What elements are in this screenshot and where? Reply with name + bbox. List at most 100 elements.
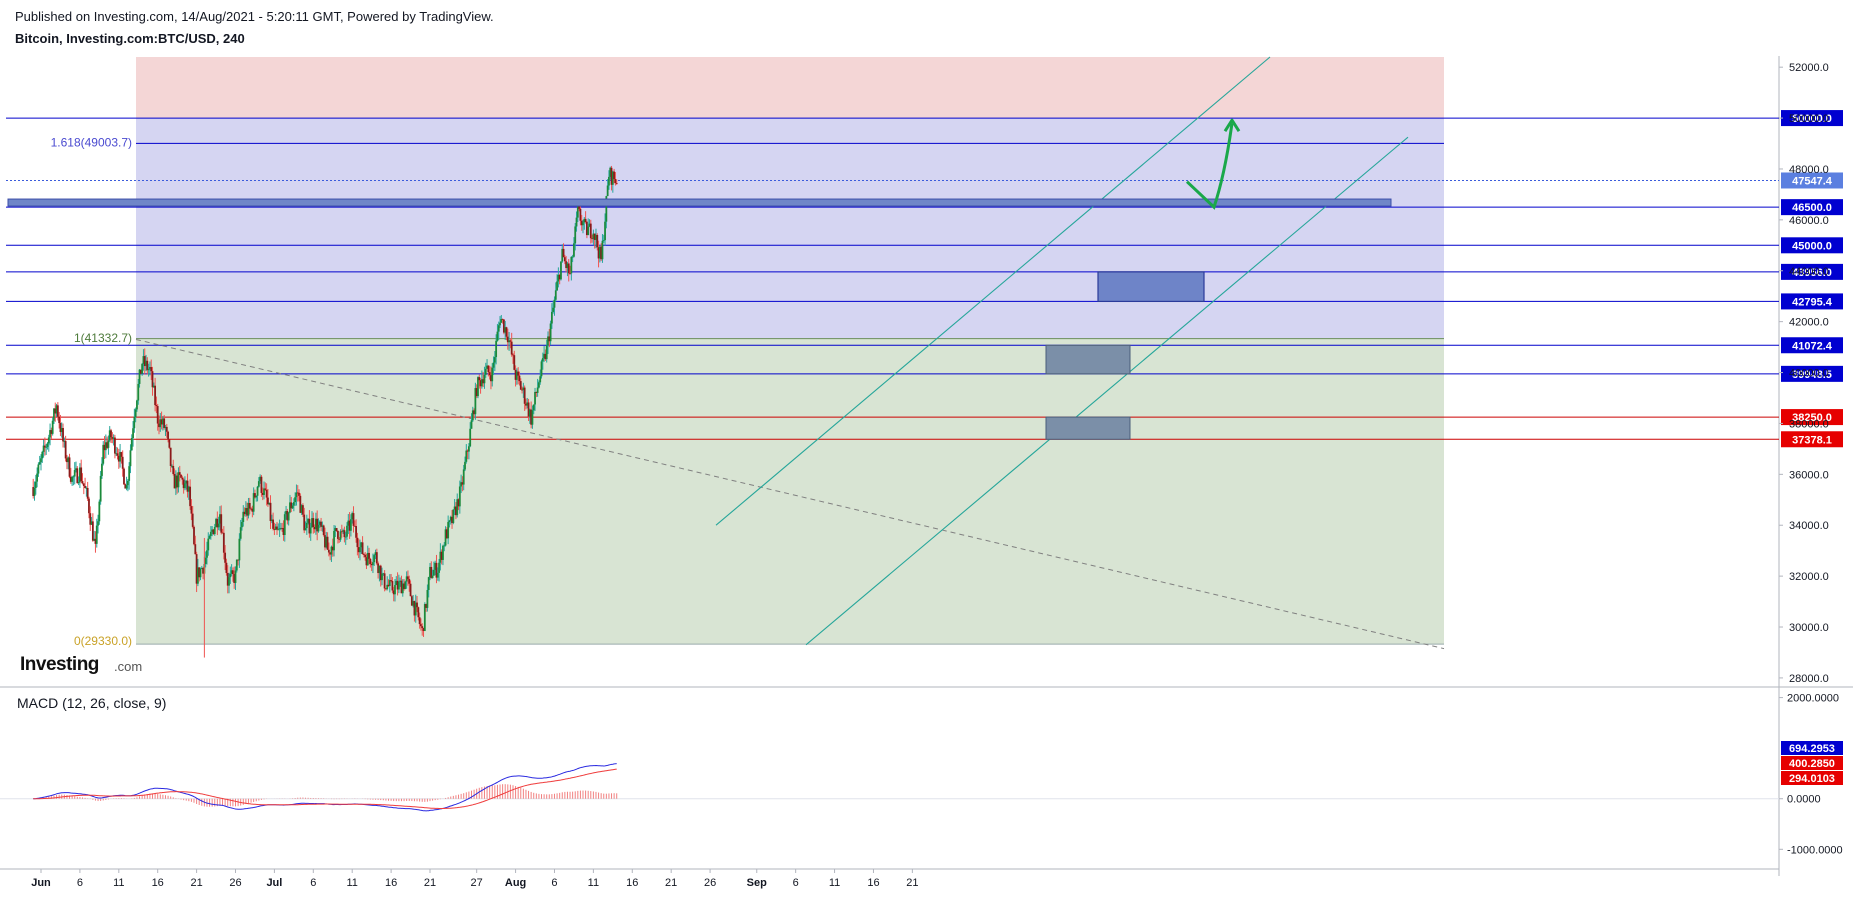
- x-tick-label: 27: [471, 877, 483, 889]
- x-tick-label: 16: [626, 877, 638, 889]
- candle-body: [42, 445, 45, 452]
- candle-body: [41, 451, 44, 459]
- candle-body: [234, 570, 237, 583]
- overlays: [7, 118, 1392, 440]
- candle-body: [213, 526, 216, 535]
- candle-body: [43, 445, 46, 448]
- macd-tag: [1781, 741, 1843, 755]
- candle-body: [40, 458, 42, 463]
- channel-lower-line: [805, 136, 1409, 646]
- candle-body: [552, 307, 555, 312]
- candle-body: [532, 404, 535, 411]
- candle-body: [316, 518, 319, 532]
- candle-body: [480, 379, 483, 387]
- candle-body: [63, 441, 66, 442]
- candle-body: [598, 246, 601, 259]
- candle-body: [444, 529, 447, 546]
- candle-body: [347, 520, 350, 526]
- candle-body: [509, 340, 512, 342]
- candle-body: [413, 601, 416, 616]
- fib-label-0: 0(29330.0): [74, 634, 132, 648]
- candle-body: [549, 323, 552, 342]
- candle-body: [417, 607, 420, 618]
- candle-body: [567, 263, 570, 274]
- candle-body: [32, 487, 35, 496]
- candle-body: [156, 406, 159, 424]
- descending-trendline: [135, 338, 1445, 650]
- x-tick-label: 16: [385, 877, 397, 889]
- candle-body: [356, 537, 359, 548]
- candle-body: [390, 580, 392, 582]
- macd-tag-text: 400.2850: [1789, 758, 1835, 770]
- candle-body: [160, 419, 163, 425]
- candle-body: [304, 528, 307, 531]
- candle-body: [247, 503, 250, 516]
- candle-body: [67, 457, 70, 463]
- candle-body: [136, 400, 138, 410]
- candle-body: [221, 532, 224, 534]
- macd-y-tick-label: -1000.0000: [1787, 844, 1843, 856]
- projection-arrowhead: [1223, 118, 1241, 132]
- candle-body: [84, 485, 86, 489]
- macd-tag-text: 294.0103: [1789, 773, 1835, 785]
- resistance-band: [7, 198, 1392, 207]
- level-tag-text-43956.0: 43956.0: [1792, 267, 1832, 279]
- candle-body: [265, 489, 268, 498]
- candle-body: [350, 519, 352, 531]
- candle-body: [143, 356, 146, 367]
- candle-body: [106, 442, 109, 448]
- candle-body: [230, 570, 233, 574]
- candle-body: [562, 248, 565, 258]
- candle-body: [487, 365, 490, 373]
- candle-body: [513, 355, 516, 370]
- candle-body: [274, 526, 277, 530]
- candle-body: [404, 581, 407, 590]
- candle-body: [212, 529, 215, 535]
- candle-body: [439, 551, 442, 563]
- candle-body: [397, 582, 400, 590]
- fib-zone-above-target: [136, 57, 1444, 119]
- candle-body: [114, 437, 116, 454]
- candle-body: [425, 604, 428, 608]
- candle-body: [215, 518, 217, 527]
- level-tag-text-45000.0: 45000.0: [1792, 240, 1832, 252]
- candle-body: [348, 520, 351, 531]
- candle-body: [108, 430, 111, 441]
- candle-body: [448, 520, 451, 523]
- candle-body: [255, 495, 258, 498]
- candle-body: [37, 464, 40, 474]
- candle-body: [133, 416, 136, 429]
- candle-body: [186, 480, 189, 492]
- candle-body: [200, 567, 203, 569]
- candle-body: [378, 565, 381, 574]
- candle-body: [66, 458, 68, 463]
- candle-body: [386, 584, 389, 590]
- candle-body: [410, 596, 413, 606]
- candle-body: [314, 518, 317, 530]
- candle-body: [238, 538, 241, 561]
- candle-body: [117, 455, 120, 462]
- candle-body: [226, 573, 229, 586]
- candle-body: [490, 375, 492, 382]
- candle-body: [506, 336, 509, 343]
- candle-body: [357, 547, 360, 553]
- candle-body: [429, 566, 431, 578]
- candle-body: [343, 530, 346, 538]
- candle-body: [540, 361, 543, 377]
- candle-body: [353, 525, 356, 527]
- y-tick-label: 50000.0: [1789, 113, 1829, 125]
- candle-body: [335, 528, 338, 531]
- candle-body: [51, 420, 54, 434]
- candle-body: [466, 450, 469, 452]
- candle-body: [431, 575, 434, 578]
- candle-body: [239, 527, 242, 539]
- candle-body: [455, 506, 457, 516]
- candle-body: [171, 465, 173, 467]
- projection-path: [1185, 122, 1234, 210]
- candle-body: [578, 205, 581, 209]
- candle-body: [361, 542, 364, 554]
- candle-body: [296, 492, 299, 494]
- candle-body: [501, 319, 504, 320]
- candle-body: [116, 453, 119, 456]
